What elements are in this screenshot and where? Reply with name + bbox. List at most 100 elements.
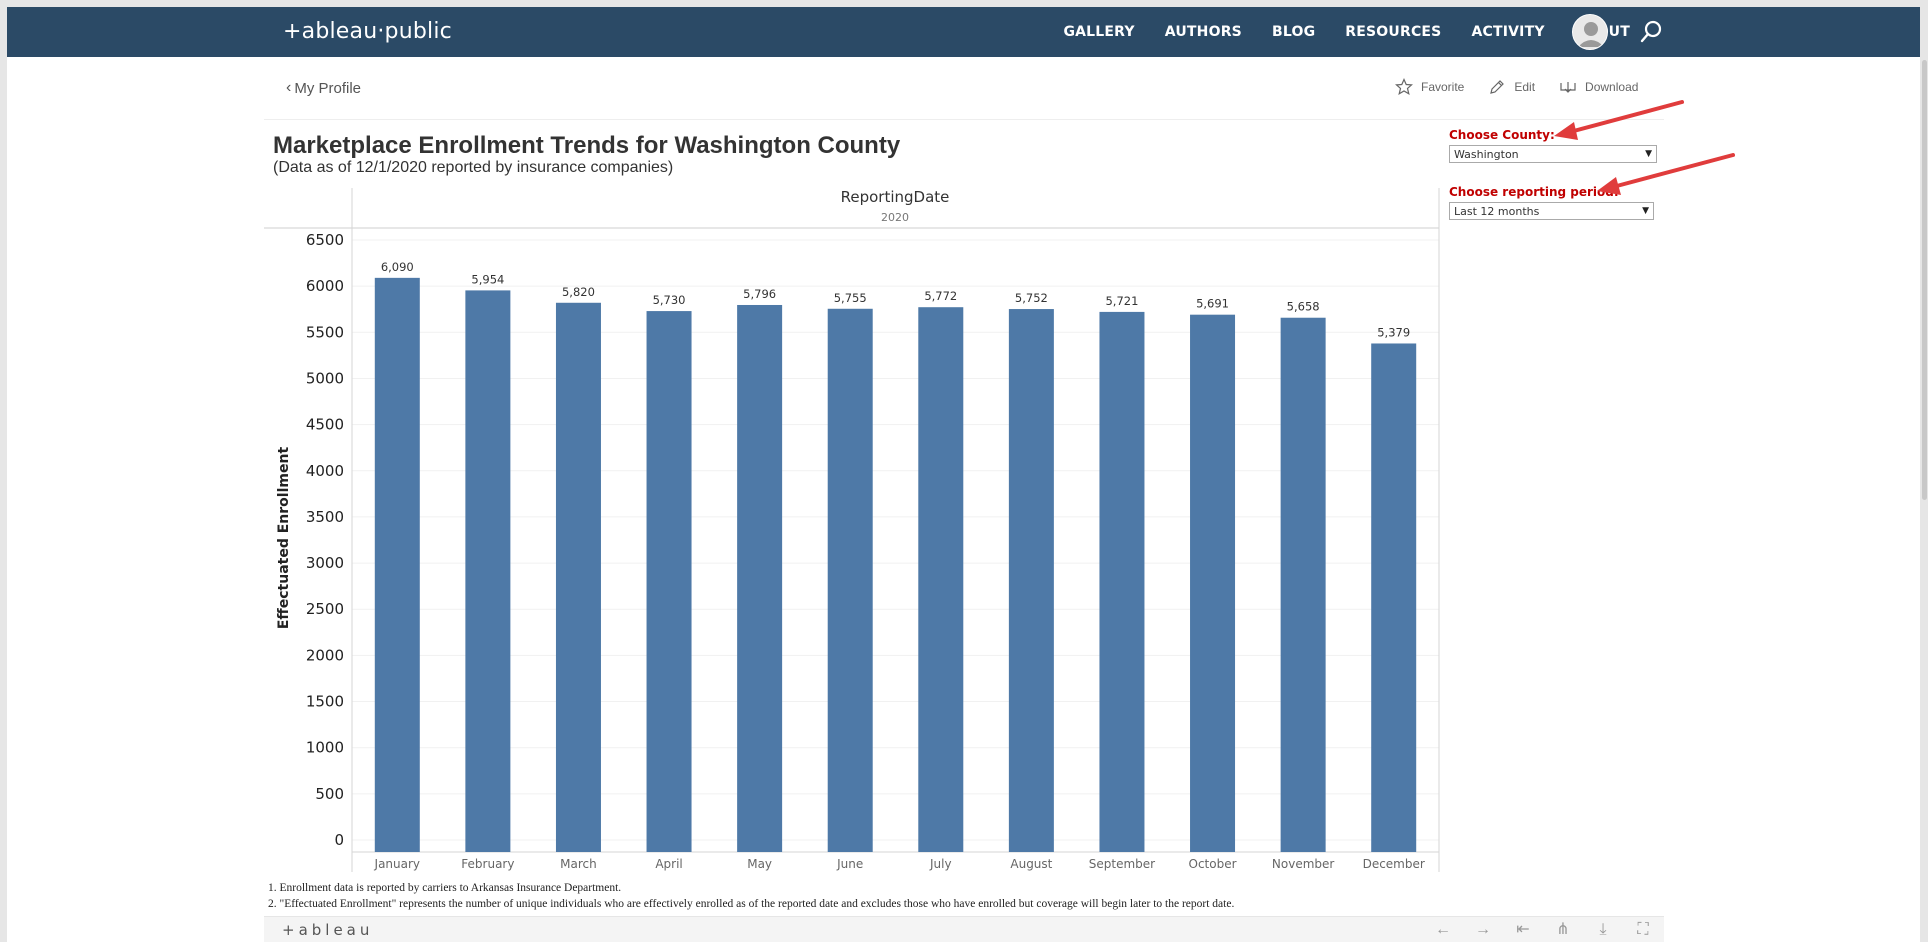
revert-icon[interactable]: ⇤: [1516, 921, 1530, 938]
bar-july[interactable]: [918, 307, 964, 852]
y-tick-label: 3500: [306, 508, 344, 526]
bar-value-label: 5,954: [471, 272, 504, 286]
county-select[interactable]: Washington ▼: [1449, 145, 1657, 163]
bar-february[interactable]: [465, 290, 511, 852]
nav-resources[interactable]: RESOURCES: [1345, 24, 1442, 40]
county-filter-label: Choose County:: [1449, 128, 1555, 142]
y-axis-ticks: 6500600055005000450040003500300025002000…: [306, 231, 344, 849]
bar-value-label: 5,379: [1377, 325, 1410, 339]
bar-april[interactable]: [646, 311, 692, 852]
bar-august[interactable]: [1008, 309, 1054, 852]
bar-value-labels: 6,090 5,954 5,820 5,730 5,796 5,755 5,772 5,752…: [381, 260, 1410, 340]
nav-activity[interactable]: ACTIVITY: [1471, 24, 1545, 40]
download-icon[interactable]: ⤓: [1599, 921, 1607, 938]
dropdown-arrow-icon: ▼: [1642, 206, 1649, 216]
viz-subtitle: (Data as of 12/1/2020 reported by insura…: [273, 159, 674, 176]
favorite-button[interactable]: Favorite: [1395, 78, 1464, 96]
nav-blog[interactable]: BLOG: [1271, 24, 1316, 40]
y-tick-label: 1500: [306, 693, 344, 711]
tableau-logo[interactable]: +ableau: [282, 921, 374, 939]
y-tick-label: 2000: [306, 646, 344, 664]
back-label: My Profile: [294, 79, 362, 97]
bar-value-label: 5,752: [1015, 291, 1048, 305]
x-tick-label: January: [374, 857, 421, 871]
redo-icon[interactable]: →: [1475, 921, 1491, 938]
nav-authors[interactable]: AUTHORS: [1164, 24, 1242, 40]
search-icon[interactable]: [1638, 19, 1664, 45]
bar-value-label: 5,721: [1105, 294, 1138, 308]
annotation-arrows: [1554, 100, 1735, 195]
chart-gridlines: [352, 239, 1439, 841]
period-filter-label: Choose reporting period:: [1449, 185, 1619, 199]
period-select[interactable]: Last 12 months ▼: [1449, 202, 1654, 220]
back-to-profile-link[interactable]: ‹ My Profile: [286, 79, 361, 97]
edit-label: Edit: [1514, 80, 1536, 94]
bar-value-label: 6,090: [381, 260, 414, 274]
download-label: Download: [1585, 80, 1639, 94]
chart-header-title: ReportingDate: [841, 188, 950, 206]
bar-october[interactable]: [1190, 314, 1236, 852]
x-tick-label: February: [461, 857, 514, 871]
y-tick-label: 6500: [306, 231, 344, 249]
y-tick-label: 500: [315, 785, 344, 803]
window-frame-top: [0, 0, 1928, 7]
x-tick-label: November: [1272, 857, 1334, 871]
bar-june[interactable]: [827, 308, 873, 852]
dropdown-arrow-icon: ▼: [1645, 149, 1652, 159]
tableau-public-logo[interactable]: +ableau·public: [283, 19, 452, 44]
y-tick-label: 4000: [306, 462, 344, 480]
nav-gallery[interactable]: GALLERY: [1063, 24, 1135, 40]
download-icon: [1560, 82, 1576, 93]
edit-button[interactable]: Edit: [1488, 78, 1535, 96]
bar-march[interactable]: [555, 302, 601, 852]
x-tick-label: September: [1089, 857, 1155, 871]
viz-toolbar: +ableau ← → ⇤ ⋔ ⤓ ⛶: [264, 916, 1664, 942]
bar-value-label: 5,658: [1287, 300, 1320, 314]
y-axis-label: Effectuated Enrollment: [276, 447, 292, 630]
x-tick-label: June: [836, 857, 863, 871]
y-tick-label: 1000: [306, 739, 344, 757]
bar-value-label: 5,820: [562, 285, 595, 299]
chart-bars[interactable]: [374, 277, 1417, 852]
y-tick-label: 4500: [306, 416, 344, 434]
top-navigation: +ableau·public GALLERY AUTHORS BLOG RESO…: [7, 7, 1920, 57]
y-tick-label: 5000: [306, 369, 344, 387]
favorite-label: Favorite: [1421, 80, 1465, 94]
x-tick-label: May: [747, 857, 772, 871]
nav-links: GALLERY AUTHORS BLOG RESOURCES ACTIVITY …: [1033, 7, 1630, 57]
x-tick-label: July: [929, 857, 952, 871]
user-avatar[interactable]: [1572, 14, 1608, 50]
viz-title: Marketplace Enrollment Trends for Washin…: [273, 132, 901, 159]
bar-value-label: 5,755: [834, 291, 867, 305]
chart-frame: [264, 188, 1440, 872]
x-tick-label: March: [560, 857, 597, 871]
x-tick-label: December: [1363, 857, 1425, 871]
arrow-icon: [1597, 153, 1735, 195]
y-tick-label: 5500: [306, 323, 344, 341]
period-select-value: Last 12 months: [1454, 204, 1540, 218]
enrollment-bar-chart[interactable]: ReportingDate 2020 Effectuated Enrollmen…: [264, 180, 1444, 880]
x-tick-label: August: [1010, 857, 1052, 871]
pencil-icon: [1490, 80, 1505, 94]
y-tick-label: 2500: [306, 600, 344, 618]
star-icon: [1395, 78, 1413, 96]
download-button[interactable]: Download: [1559, 78, 1638, 96]
fullscreen-icon[interactable]: ⛶: [1637, 921, 1649, 938]
undo-icon[interactable]: ←: [1435, 921, 1451, 938]
bar-value-label: 5,796: [743, 287, 776, 301]
bar-value-label: 5,772: [924, 289, 957, 303]
footnote-1: 1. Enrollment data is reported by carrie…: [268, 882, 622, 894]
x-tick-label: October: [1189, 857, 1237, 871]
share-icon[interactable]: ⋔: [1556, 921, 1570, 938]
bar-december[interactable]: [1371, 343, 1417, 852]
x-axis-ticks: January February March April May June July Augu…: [374, 857, 1425, 871]
bar-november[interactable]: [1280, 317, 1326, 852]
viz-actions: Favorite Edit Download: [1395, 78, 1638, 96]
bar-may[interactable]: [737, 304, 783, 852]
bar-january[interactable]: [374, 277, 420, 852]
y-tick-label: 6000: [306, 277, 344, 295]
footnote-2: 2. "Effectuated Enrollment" represents t…: [268, 898, 1235, 910]
scrollbar[interactable]: [1922, 60, 1927, 500]
bar-value-label: 5,691: [1196, 297, 1229, 311]
bar-september[interactable]: [1099, 311, 1145, 852]
